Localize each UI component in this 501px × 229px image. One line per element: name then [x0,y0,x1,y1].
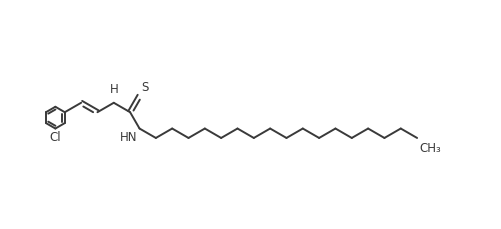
Text: H: H [109,83,118,96]
Text: CH₃: CH₃ [420,142,441,155]
Text: HN: HN [120,131,137,144]
Text: Cl: Cl [50,131,61,144]
Text: S: S [141,81,149,94]
